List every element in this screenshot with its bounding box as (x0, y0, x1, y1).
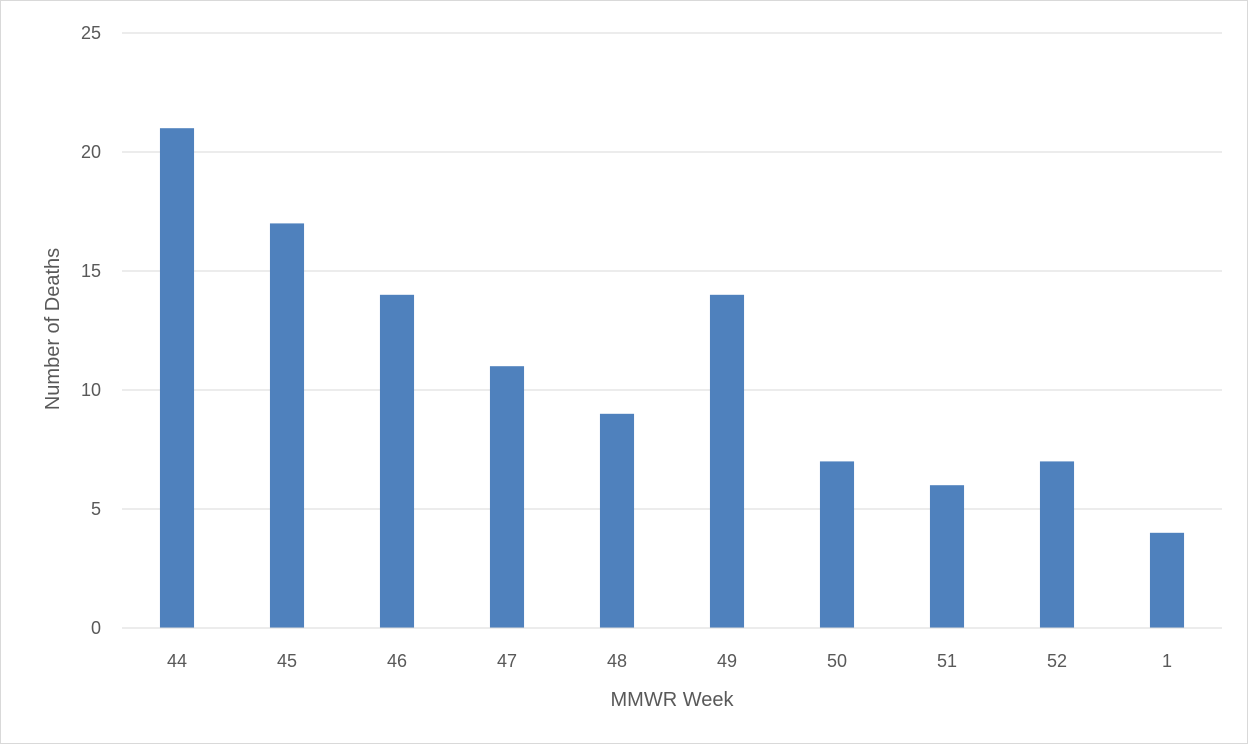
y-tick-label: 25 (81, 23, 101, 43)
x-tick-label: 44 (167, 651, 187, 671)
bar-week-52 (1039, 461, 1075, 628)
gridlines (122, 32, 1222, 510)
bar-week-45 (269, 223, 305, 628)
bar-week-1 (1149, 532, 1185, 628)
x-axis-title: MMWR Week (611, 689, 735, 711)
x-tick-label: 52 (1047, 651, 1067, 671)
y-tick-label: 0 (91, 618, 101, 638)
y-tick-label: 15 (81, 261, 101, 281)
x-tick-label: 49 (717, 651, 737, 671)
bar-week-50 (819, 461, 855, 628)
y-tick-label: 5 (91, 499, 101, 519)
y-axis-ticks: 0 5 10 15 20 25 (81, 23, 101, 638)
x-tick-label: 46 (387, 651, 407, 671)
bar-week-46 (379, 294, 415, 628)
bar-week-51 (929, 485, 965, 628)
x-tick-label: 45 (277, 651, 297, 671)
bar-week-49 (709, 294, 745, 628)
x-axis-ticks: 44 45 46 47 48 49 50 51 52 1 (167, 651, 1172, 671)
y-axis-title: Number of Deaths (42, 248, 64, 410)
y-tick-label: 10 (81, 380, 101, 400)
bar-week-48 (599, 413, 635, 628)
x-tick-label: 47 (497, 651, 517, 671)
x-tick-label: 51 (937, 651, 957, 671)
x-tick-label: 48 (607, 651, 627, 671)
x-tick-label: 50 (827, 651, 847, 671)
bar-week-47 (489, 366, 525, 628)
bar-week-44 (159, 128, 195, 628)
y-tick-label: 20 (81, 142, 101, 162)
bars (159, 128, 1185, 628)
x-tick-label: 1 (1162, 651, 1172, 671)
